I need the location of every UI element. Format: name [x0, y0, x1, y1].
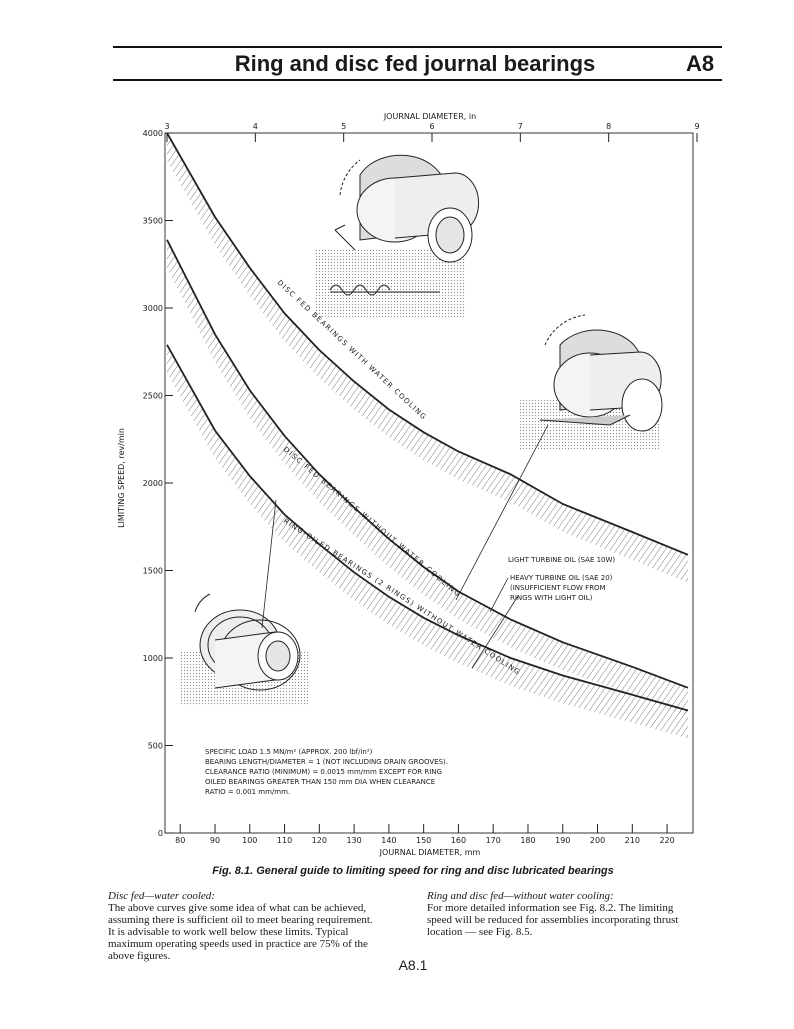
curve	[166, 239, 689, 689]
hatch-band	[167, 133, 688, 583]
x-tick-label: 120	[312, 836, 327, 845]
x2-tick-label: 6	[429, 122, 434, 131]
text-columns: Disc fed—water cooled:The above curves g…	[107, 890, 678, 962]
y-axis-label: LIMITING SPEED, rev/min	[117, 428, 126, 528]
hatch-band	[167, 344, 688, 739]
x-tick-label: 110	[277, 836, 292, 845]
column-line: above figures.	[108, 950, 171, 962]
x-tick-label: 170	[486, 836, 501, 845]
figure-caption: Fig. 8.1. General guide to limiting spee…	[212, 865, 614, 877]
annotation: RINGS WITH LIGHT OIL)	[510, 594, 593, 602]
column-line: location — see Fig. 8.5.	[427, 926, 533, 938]
x2-tick-label: 9	[694, 122, 699, 131]
y-tick-label: 4000	[143, 129, 163, 138]
header-section: A8	[686, 51, 714, 76]
column-heading: Disc fed—water cooled:	[107, 890, 215, 902]
column-line: maximum operating speeds used in practic…	[108, 938, 368, 950]
y-tick-label: 3500	[143, 217, 163, 226]
x-tick-label: 90	[210, 836, 220, 845]
x-tick-label: 100	[242, 836, 257, 845]
chart-note: SPECIFIC LOAD 1.5 MN/m² (APPROX. 200 lbf…	[205, 748, 373, 756]
curve	[166, 132, 689, 556]
illustration	[180, 154, 663, 705]
annotation: HEAVY TURBINE OIL (SAE 20)	[510, 574, 613, 582]
page-number: A8.1	[399, 957, 428, 973]
y-tick-label: 2000	[143, 479, 163, 488]
x2-tick-label: 8	[606, 122, 611, 131]
x2-tick-label: 5	[341, 122, 346, 131]
x-tick-label: 80	[175, 836, 185, 845]
y-tick-label: 500	[148, 742, 163, 751]
column-line: speed will be reduced for assemblies inc…	[427, 914, 678, 926]
x2-axis-label: JOURNAL DIAMETER, in	[383, 112, 476, 121]
x-tick-label: 160	[451, 836, 466, 845]
chart-note: CLEARANCE RATIO (MINIMUM) = 0.0015 mm/mm…	[205, 768, 442, 776]
annotation: LIGHT TURBINE OIL (SAE 10W)	[508, 556, 615, 564]
x2-tick-label: 7	[518, 122, 523, 131]
x-axis-label: JOURNAL DIAMETER, mm	[379, 848, 481, 857]
x2-tick-label: 4	[253, 122, 258, 131]
y-tick-label: 0	[158, 829, 163, 838]
y-tick-label: 1500	[143, 567, 163, 576]
y-tick-label: 3000	[143, 304, 163, 313]
chart-note: OILED BEARINGS GREATER THAN 150 mm DIA W…	[205, 778, 435, 786]
x-tick-label: 150	[416, 836, 431, 845]
curve	[166, 344, 689, 712]
x-tick-label: 210	[625, 836, 640, 845]
x2-tick-label: 3	[164, 122, 169, 131]
x-tick-label: 140	[381, 836, 396, 845]
x-tick-label: 180	[520, 836, 535, 845]
column-line: For more detailed information see Fig. 8…	[427, 902, 674, 914]
y-tick-label: 2500	[143, 392, 163, 401]
x-tick-label: 190	[555, 836, 570, 845]
column-heading: Ring and disc fed—without water cooling:	[426, 890, 614, 902]
chart-note: BEARING LENGTH/DIAMETER = 1 (NOT INCLUDI…	[205, 758, 448, 766]
header-title: Ring and disc fed journal bearings	[235, 51, 596, 76]
y-tick-label: 1000	[143, 654, 163, 663]
x-tick-label: 130	[346, 836, 361, 845]
x-tick-label: 220	[659, 836, 674, 845]
column-line: The above curves give some idea of what …	[108, 902, 366, 914]
column-line: assuming there is sufficient oil to meet…	[108, 914, 373, 926]
x-tick-label: 200	[590, 836, 605, 845]
chart-note: RATIO = 0.001 mm/mm.	[205, 788, 290, 796]
annotation: (INSUFFICIENT FLOW FROM	[510, 584, 606, 592]
column-line: It is advisable to work well below these…	[108, 926, 348, 938]
